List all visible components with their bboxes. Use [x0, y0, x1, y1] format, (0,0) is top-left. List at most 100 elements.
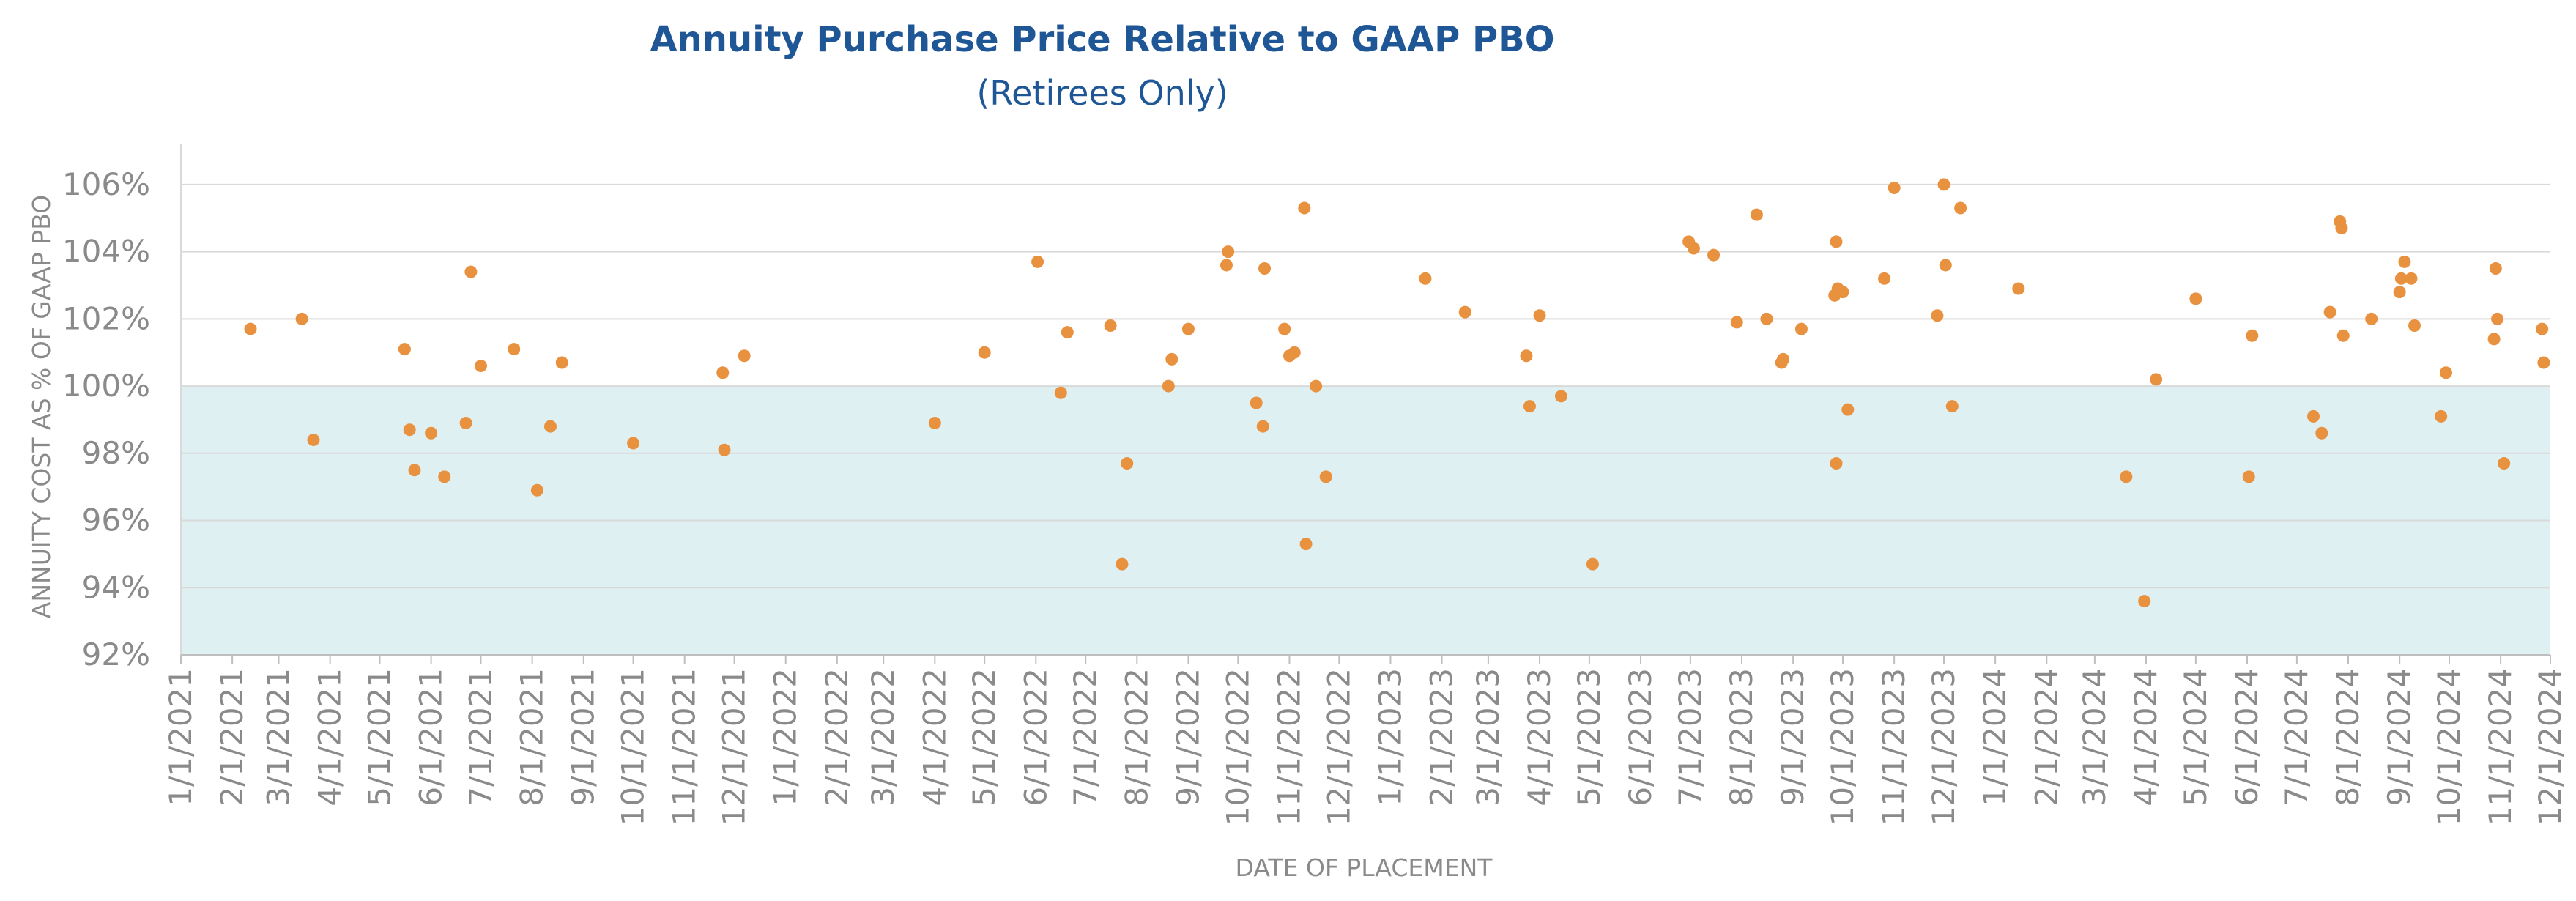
data-point [2435, 409, 2448, 423]
x-tick-label: 5/1/2023 [1571, 668, 1607, 807]
x-tick-label: 12/1/2022 [1321, 668, 1356, 826]
data-point [1458, 305, 1471, 319]
data-point [1937, 178, 1950, 191]
data-point [2439, 366, 2452, 379]
x-tick-label: 5/1/2022 [966, 668, 1002, 807]
data-point [1687, 242, 1700, 255]
y-tick-label: 96% [82, 503, 150, 538]
data-point [2307, 409, 2320, 423]
x-tick-label: 12/1/2024 [2532, 668, 2568, 826]
x-tick-label: 8/1/2024 [2330, 668, 2366, 807]
chart-title: Annuity Purchase Price Relative to GAAP … [650, 19, 1555, 60]
x-tick-label: 9/1/2022 [1170, 668, 1206, 807]
data-point [1939, 259, 1952, 272]
chart-subtitle: (Retirees Only) [976, 73, 1228, 113]
data-point [459, 417, 472, 430]
data-point [2138, 595, 2151, 608]
data-point [408, 464, 421, 477]
data-point [1288, 346, 1301, 359]
data-point [1523, 400, 1536, 413]
y-tick-label: 106% [62, 166, 150, 202]
x-tick-label: 8/1/2022 [1118, 668, 1154, 807]
data-point [738, 349, 751, 363]
data-point [508, 343, 521, 356]
data-point [1165, 352, 1178, 366]
x-tick-label: 2/1/2024 [2028, 668, 2064, 807]
data-point [1931, 309, 1944, 322]
x-tick-label: 6/1/2023 [1622, 668, 1658, 807]
data-point [2189, 292, 2202, 305]
x-tick-label: 7/1/2022 [1067, 668, 1103, 807]
data-point [1520, 349, 1533, 363]
data-point [1181, 322, 1195, 335]
axes [180, 144, 2550, 656]
data-point [1830, 457, 1843, 470]
y-tick-label: 104% [62, 234, 150, 270]
x-tick-labels: 1/1/2021 2/1/2021 3/1/2021 4/1/2021 5/1/2021… [163, 655, 2568, 826]
data-point [1299, 538, 1313, 551]
data-point [2336, 329, 2350, 342]
data-point [2315, 426, 2328, 440]
data-point [530, 483, 543, 497]
x-tick-label: 7/1/2024 [2279, 668, 2315, 807]
data-point [2120, 470, 2133, 483]
data-point [1319, 470, 1332, 483]
x-axis-label: DATE OF PLACEMENT [1236, 853, 1493, 882]
data-point [1054, 386, 1067, 399]
x-tick-label: 1/1/2021 [163, 668, 198, 807]
data-point [2393, 286, 2406, 299]
x-tick-label: 11/1/2024 [2482, 668, 2518, 826]
data-point [1222, 245, 1235, 259]
data-point [2335, 221, 2348, 234]
data-point [2405, 272, 2418, 285]
x-tick-label: 10/1/2022 [1220, 668, 1255, 826]
data-point [2394, 272, 2408, 285]
x-tick-label: 5/1/2024 [2178, 668, 2213, 807]
data-point [1061, 326, 1074, 339]
data-point [2408, 319, 2421, 333]
x-tick-label: 2/1/2021 [214, 668, 250, 807]
x-tick-label: 10/1/2024 [2431, 668, 2467, 826]
data-point [307, 433, 320, 446]
y-tick-label: 100% [62, 368, 150, 404]
y-axis-label: ANNUITY COST AS % OF GAAP PBO [27, 195, 56, 619]
x-tick-label: 1/1/2022 [768, 668, 803, 807]
data-point [244, 322, 257, 335]
data-point [403, 423, 416, 437]
data-point [543, 420, 557, 433]
x-tick-label: 11/1/2022 [1271, 668, 1307, 826]
data-point [2150, 373, 2163, 386]
x-tick-label: 11/1/2023 [1876, 668, 1912, 826]
x-tick-label: 12/1/2021 [716, 668, 752, 826]
data-point [2489, 262, 2502, 275]
data-point [555, 356, 568, 369]
y-tick-label: 102% [62, 300, 150, 336]
x-tick-label: 9/1/2024 [2381, 668, 2417, 807]
x-tick-label: 11/1/2021 [667, 668, 702, 826]
data-point [1888, 181, 1901, 194]
data-point [2365, 312, 2378, 325]
x-tick-label: 9/1/2021 [565, 668, 601, 807]
x-tick-label: 6/1/2022 [1017, 668, 1053, 807]
data-point [2537, 356, 2550, 369]
x-tick-label: 5/1/2021 [361, 668, 397, 807]
data-point [1836, 286, 1849, 299]
data-point [1278, 322, 1291, 335]
x-tick-label: 10/1/2023 [1825, 668, 1860, 826]
data-point [1533, 309, 1546, 322]
data-point [474, 360, 487, 373]
x-tick-label: 3/1/2021 [260, 668, 296, 807]
data-point [398, 343, 411, 356]
data-point [2012, 282, 2025, 295]
y-tick-label: 98% [82, 435, 150, 471]
x-tick-label: 6/1/2024 [2229, 668, 2265, 807]
x-tick-label: 4/1/2022 [916, 668, 952, 807]
data-point [1760, 312, 1773, 325]
data-point [1250, 396, 1263, 409]
data-point [928, 417, 941, 430]
data-point [978, 346, 991, 359]
y-tick-label: 94% [82, 569, 150, 605]
data-point [2242, 470, 2255, 483]
